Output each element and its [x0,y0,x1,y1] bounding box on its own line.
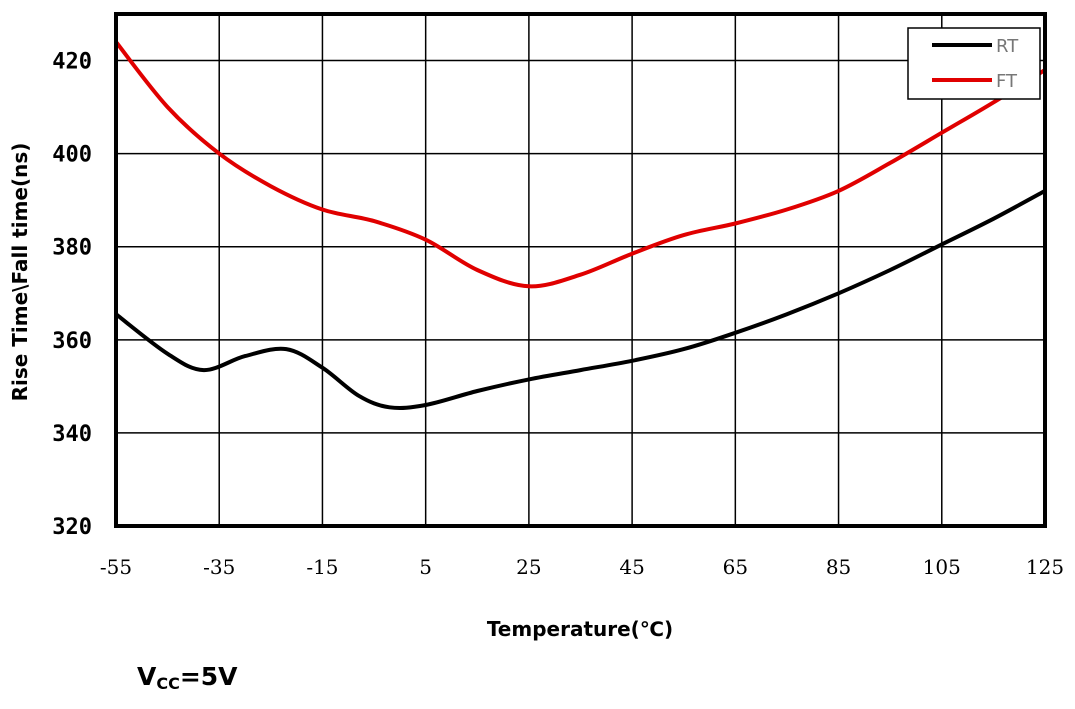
series-lines [114,40,1047,410]
x-tick-label: 85 [826,555,851,579]
x-tick-label: 125 [1026,555,1064,579]
legend-label-ft: FT [996,71,1018,92]
note-prefix: V [137,662,157,691]
series-line-ft [114,40,1047,289]
legend-box [907,27,1041,100]
grid [116,14,1045,526]
x-tick-label: -35 [203,555,235,579]
supply-voltage-note: VCC=5V [137,662,238,693]
y-axis-label: Rise Time\Fall time(ns) [8,143,32,402]
legend-label-rt: RT [996,36,1019,57]
legend: RT FT [907,27,1041,100]
y-tick-label: 400 [52,143,92,168]
x-axis-label: Temperature(℃) [487,617,673,641]
plot-frame [114,12,1047,528]
x-tick-label: 105 [923,555,961,579]
y-tick-label: 380 [52,236,92,261]
x-tick-label: -55 [100,555,132,579]
x-tick-label: -15 [306,555,338,579]
x-tick-labels: -55 -35 -15 5 25 45 65 85 105 125 [100,555,1064,579]
x-tick-label: 45 [619,555,644,579]
y-tick-label: 420 [52,50,92,75]
y-tick-label: 320 [52,515,92,540]
y-tick-label: 340 [52,422,92,447]
note-subscript: CC [156,674,180,693]
series-line-rt [114,189,1046,410]
y-tick-labels: 320 340 360 380 400 420 [52,50,92,540]
note-suffix: =5V [179,662,238,691]
x-tick-label: 5 [419,555,432,579]
x-tick-label: 65 [723,555,748,579]
x-tick-label: 25 [516,555,541,579]
y-tick-label: 360 [52,329,92,354]
